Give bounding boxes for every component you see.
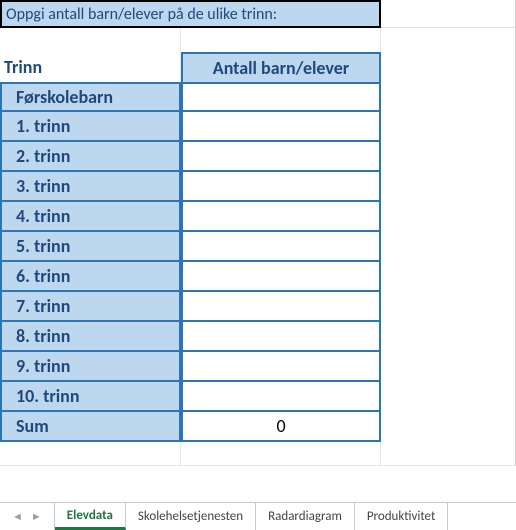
row-label[interactable]: Førskolebarn [0, 82, 181, 112]
cell-blank[interactable] [181, 442, 381, 466]
table-row: 9. trinn [0, 352, 516, 382]
header-antall[interactable]: Antall barn/elever [181, 52, 381, 82]
table-row: 10. trinn [0, 382, 516, 412]
sheet-tab[interactable]: Radardiagram [256, 503, 355, 530]
row-label[interactable]: 8. trinn [0, 322, 181, 352]
blank-row [0, 28, 516, 52]
row-label[interactable]: 2. trinn [0, 142, 181, 172]
row-value[interactable] [181, 142, 381, 172]
cell-blank[interactable] [381, 172, 516, 202]
cell-blank[interactable] [381, 112, 516, 142]
cell-blank[interactable] [381, 142, 516, 172]
row-label[interactable]: 4. trinn [0, 202, 181, 232]
row-value[interactable] [181, 352, 381, 382]
row-value[interactable]: 0 [181, 412, 381, 442]
cell-blank[interactable] [181, 28, 381, 52]
cell-blank[interactable] [381, 352, 516, 382]
table-row: 5. trinn [0, 232, 516, 262]
sheet-tab[interactable]: Produktivitet [355, 503, 448, 530]
row-label[interactable]: 7. trinn [0, 292, 181, 322]
tab-nav-next-icon[interactable]: ► [31, 510, 42, 523]
row-value[interactable] [181, 172, 381, 202]
sheet-tab-bar: ◄ ► ElevdataSkolehelsetjenestenRadardiag… [0, 502, 516, 530]
cell-blank[interactable] [381, 382, 516, 412]
row-label[interactable]: 6. trinn [0, 262, 181, 292]
header-trinn[interactable]: Trinn [0, 52, 181, 82]
sheet-tab[interactable]: Skolehelsetjenesten [126, 503, 256, 530]
table-row: 1. trinn [0, 112, 516, 142]
row-label[interactable]: 1. trinn [0, 112, 181, 142]
cell-blank[interactable] [381, 52, 516, 82]
tab-nav-buttons[interactable]: ◄ ► [0, 503, 55, 530]
table-header-row: Trinn Antall barn/elever [0, 52, 516, 82]
table-row: Sum0 [0, 412, 516, 442]
row-label[interactable]: Sum [0, 412, 181, 442]
row-label[interactable]: 9. trinn [0, 352, 181, 382]
row-value[interactable] [181, 322, 381, 352]
table-row: 2. trinn [0, 142, 516, 172]
row-value[interactable] [181, 82, 381, 112]
cell-blank[interactable] [381, 28, 516, 52]
tab-nav-prev-icon[interactable]: ◄ [12, 510, 23, 523]
cell-blank[interactable] [381, 202, 516, 232]
blank-row [0, 442, 516, 466]
cell-blank[interactable] [0, 28, 181, 52]
table-row: 7. trinn [0, 292, 516, 322]
cell-blank[interactable] [381, 0, 516, 28]
cell-blank[interactable] [381, 232, 516, 262]
row-label[interactable]: 10. trinn [0, 382, 181, 412]
row-value[interactable] [181, 382, 381, 412]
row-value[interactable] [181, 292, 381, 322]
row-value[interactable] [181, 202, 381, 232]
sheet-tab[interactable]: Elevdata [55, 503, 126, 530]
cell-blank[interactable] [381, 442, 516, 466]
title-row: Oppgi antall barn/elever på de ulike tri… [0, 0, 516, 28]
row-label[interactable]: 5. trinn [0, 232, 181, 262]
cell-blank[interactable] [381, 82, 516, 112]
row-label[interactable]: 3. trinn [0, 172, 181, 202]
row-value[interactable] [181, 112, 381, 142]
table-row: 4. trinn [0, 202, 516, 232]
row-value[interactable] [181, 232, 381, 262]
table-row: 8. trinn [0, 322, 516, 352]
table-row: Førskolebarn [0, 82, 516, 112]
title-cell[interactable]: Oppgi antall barn/elever på de ulike tri… [0, 0, 381, 28]
cell-blank[interactable] [381, 262, 516, 292]
cell-blank[interactable] [381, 412, 516, 442]
cell-blank[interactable] [381, 322, 516, 352]
table-row: 3. trinn [0, 172, 516, 202]
cell-blank[interactable] [0, 442, 181, 466]
cell-blank[interactable] [381, 292, 516, 322]
table-row: 6. trinn [0, 262, 516, 292]
worksheet: Oppgi antall barn/elever på de ulike tri… [0, 0, 516, 466]
row-value[interactable] [181, 262, 381, 292]
